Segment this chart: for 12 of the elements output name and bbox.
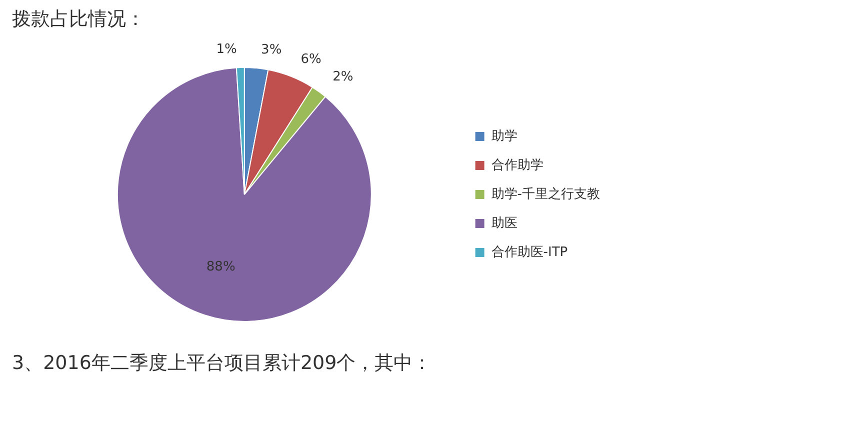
- data-label: 6%: [300, 52, 322, 68]
- legend-label: 助学-千里之行支教: [491, 186, 600, 202]
- legend-label: 合作助医-ITP: [491, 244, 568, 260]
- legend-label: 助学: [491, 128, 518, 144]
- text: 3、2016年二季度上平台项目累计209个，其中：: [12, 351, 432, 376]
- legend-label: 助医: [491, 216, 518, 231]
- data-label: 3%: [261, 42, 282, 58]
- data-label: 1%: [216, 42, 237, 57]
- legend-label: 合作助学: [491, 158, 544, 173]
- data-label: 2%: [332, 70, 354, 85]
- chart-title: 拨款占比情况：: [12, 7, 145, 32]
- data-label: 88%: [206, 259, 236, 274]
